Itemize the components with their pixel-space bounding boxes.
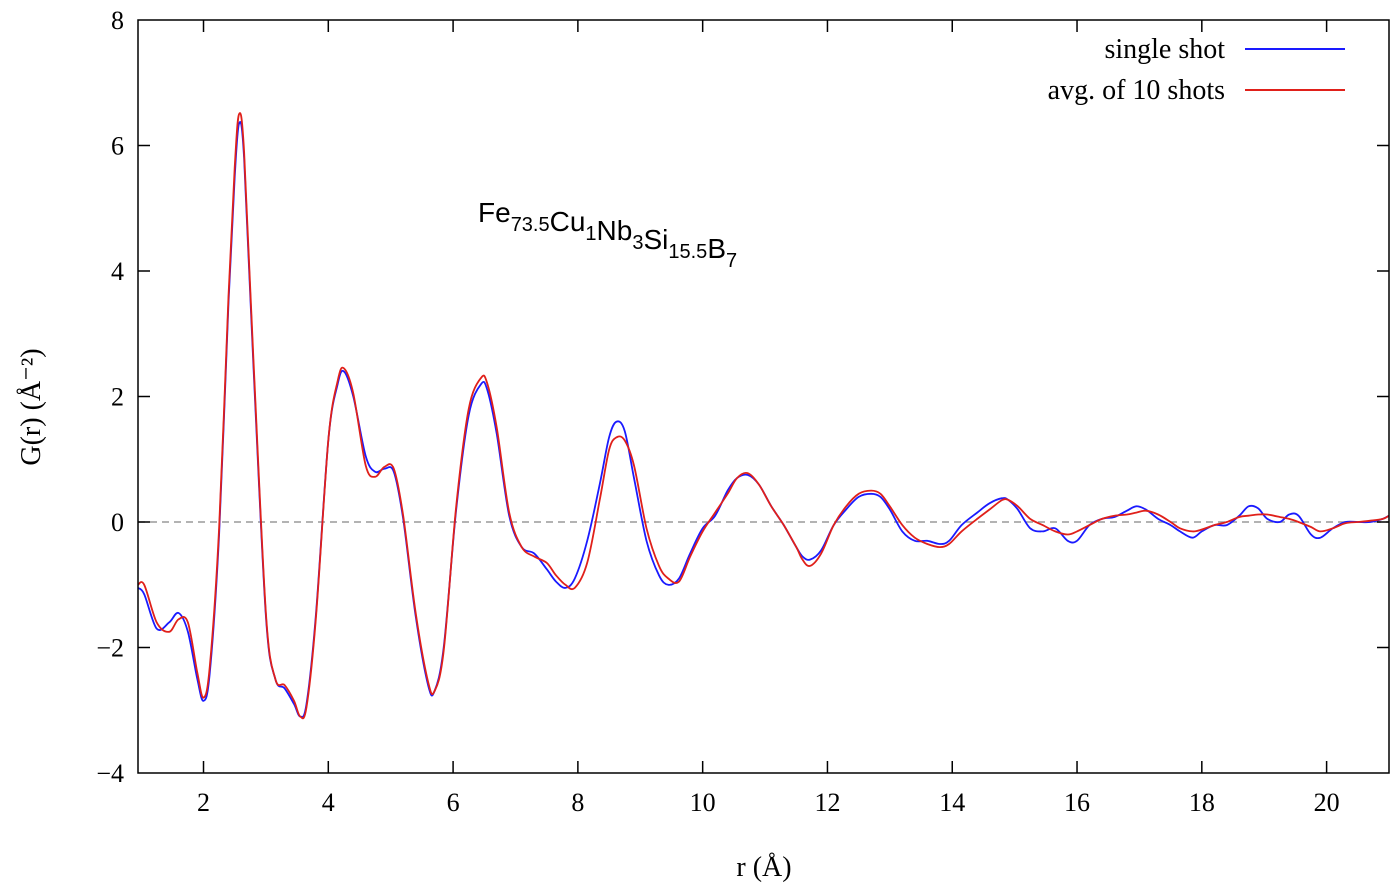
x-tick-label: 14	[939, 788, 965, 817]
x-tick-label: 12	[814, 788, 840, 817]
annotation-subscript: 1	[585, 223, 596, 245]
x-tick-label: 8	[571, 788, 584, 817]
y-tick-label: 6	[111, 132, 124, 161]
y-tick-label: 2	[111, 383, 124, 412]
annotation-element: Nb	[597, 215, 633, 246]
x-tick-label: 4	[322, 788, 335, 817]
legend-label-single-shot: single shot	[1104, 34, 1225, 65]
legend: single shot avg. of 10 shots	[1048, 34, 1345, 106]
series-line-single-shot	[137, 121, 1390, 718]
x-tick-label: 10	[690, 788, 716, 817]
annotation-subscript: 73.5	[511, 214, 550, 236]
y-tick-label: −4	[96, 759, 124, 788]
annotation-subscript: 7	[726, 250, 737, 272]
x-tick-label: 6	[447, 788, 460, 817]
legend-label-avg-of-10-shots: avg. of 10 shots	[1048, 75, 1225, 106]
y-axis-title: G(r) (Å⁻²)	[16, 348, 47, 465]
plot-frame	[137, 19, 1390, 774]
alloy-composition-annotation: Fe73.5Cu1Nb3Si15.5B7	[478, 197, 737, 272]
annotation-element: Cu	[550, 206, 586, 237]
x-tick-label: 16	[1064, 788, 1090, 817]
y-tick-label: 4	[111, 257, 124, 286]
y-tick-label: 0	[111, 508, 124, 537]
annotation-subscript: 15.5	[668, 241, 707, 263]
x-tick-label: 2	[197, 788, 210, 817]
annotation-element: Si	[643, 224, 668, 255]
annotation-element: B	[707, 233, 726, 264]
annotation-element: Fe	[478, 197, 511, 228]
annotation-subscript: 3	[632, 232, 643, 254]
x-axis-title: r (Å)	[736, 852, 791, 883]
x-tick-label: 18	[1189, 788, 1215, 817]
x-tick-label: 20	[1314, 788, 1340, 817]
y-tick-label: −2	[96, 634, 124, 663]
series-line-avg-of-10-shots	[137, 112, 1390, 720]
y-tick-label: 8	[111, 6, 124, 35]
